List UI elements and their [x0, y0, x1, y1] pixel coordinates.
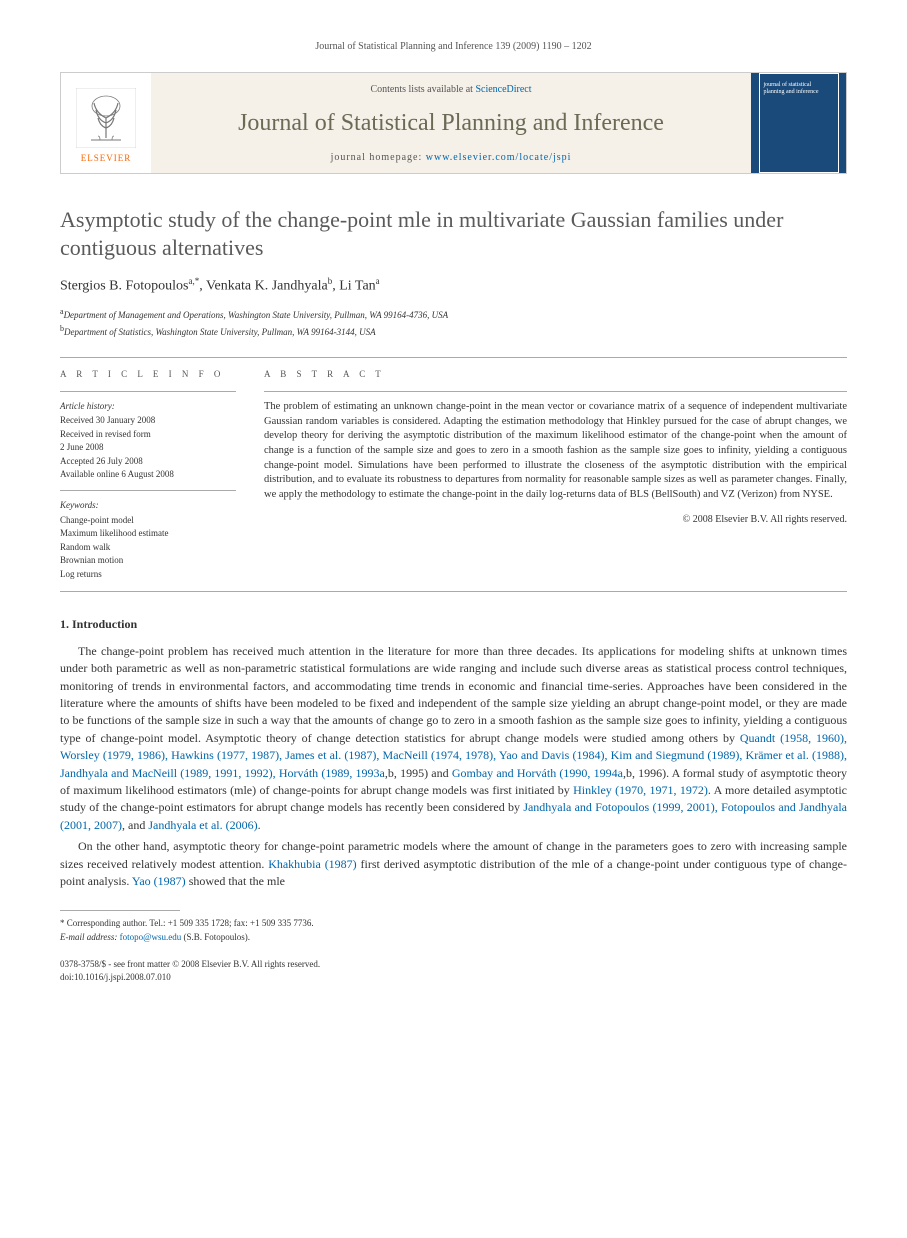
- contents-available-line: Contents lists available at ScienceDirec…: [167, 83, 735, 97]
- body-text: The change-point problem has received mu…: [60, 644, 847, 745]
- info-abstract-row: A R T I C L E I N F O Article history: R…: [60, 357, 847, 592]
- masthead-center: Contents lists available at ScienceDirec…: [151, 73, 751, 173]
- citation-link[interactable]: Hinkley (1970, 1971, 1972): [573, 783, 708, 797]
- body-paragraph: The change-point problem has received mu…: [60, 643, 847, 834]
- publisher-logo-block: ELSEVIER: [61, 73, 151, 173]
- page-footer: 0378-3758/$ - see front matter © 2008 El…: [60, 958, 847, 983]
- abstract-column: A B S T R A C T The problem of estimatin…: [250, 358, 847, 591]
- history-line: Received 30 January 2008: [60, 414, 236, 428]
- citation-link[interactable]: Gombay and Horváth (1990, 1994a: [452, 766, 623, 780]
- article-info-label: A R T I C L E I N F O: [60, 368, 236, 381]
- article-title: Asymptotic study of the change-point mle…: [60, 206, 847, 261]
- body-text: showed that the mle: [186, 874, 285, 888]
- author-email-link[interactable]: fotopo@wsu.edu: [120, 932, 182, 942]
- keywords-label: Keywords:: [60, 499, 236, 512]
- running-header: Journal of Statistical Planning and Infe…: [60, 40, 847, 54]
- divider: [60, 391, 236, 392]
- divider: [60, 490, 236, 491]
- body-text: ,b, 1995) and: [385, 766, 452, 780]
- keyword-line: Random walk: [60, 541, 236, 555]
- history-line: Accepted 26 July 2008: [60, 455, 236, 469]
- email-attribution: (S.B. Fotopoulos).: [183, 932, 250, 942]
- keyword-line: Brownian motion: [60, 554, 236, 568]
- keyword-line: Log returns: [60, 568, 236, 582]
- history-line: 2 June 2008: [60, 441, 236, 455]
- section-heading: 1. Introduction: [60, 616, 847, 633]
- doi-line: doi:10.1016/j.jspi.2008.07.010: [60, 971, 847, 984]
- body-text: .: [258, 818, 261, 832]
- publisher-name: ELSEVIER: [81, 152, 132, 165]
- article-info-column: A R T I C L E I N F O Article history: R…: [60, 358, 250, 591]
- affiliation-line: bDepartment of Statistics, Washington St…: [60, 323, 847, 340]
- history-line: Received in revised form: [60, 428, 236, 442]
- contents-prefix: Contents lists available at: [370, 84, 475, 95]
- abstract-text: The problem of estimating an unknown cha…: [264, 400, 847, 503]
- homepage-prefix: journal homepage:: [331, 152, 426, 163]
- footnote-separator: [60, 910, 180, 911]
- divider: [264, 391, 847, 392]
- citation-link[interactable]: Yao (1987): [132, 874, 186, 888]
- front-matter-line: 0378-3758/$ - see front matter © 2008 El…: [60, 958, 847, 971]
- journal-masthead: ELSEVIER Contents lists available at Sci…: [60, 72, 847, 174]
- abstract-copyright: © 2008 Elsevier B.V. All rights reserved…: [264, 513, 847, 527]
- keyword-line: Maximum likelihood estimate: [60, 527, 236, 541]
- affiliation-line: aDepartment of Management and Operations…: [60, 306, 847, 323]
- article-history-label: Article history:: [60, 400, 236, 413]
- sciencedirect-link[interactable]: ScienceDirect: [475, 84, 531, 95]
- affiliation-list: aDepartment of Management and Operations…: [60, 306, 847, 339]
- history-line: Available online 6 August 2008: [60, 468, 236, 482]
- body-paragraph: On the other hand, asymptotic theory for…: [60, 838, 847, 890]
- journal-name: Journal of Statistical Planning and Infe…: [167, 107, 735, 141]
- body-text: , and: [122, 818, 148, 832]
- journal-homepage-line: journal homepage: www.elsevier.com/locat…: [167, 151, 735, 165]
- journal-cover-block: journal of statistical planning and infe…: [751, 73, 846, 173]
- abstract-label: A B S T R A C T: [264, 368, 847, 381]
- cover-thumb-caption: journal of statistical planning and infe…: [764, 82, 834, 95]
- elsevier-tree-icon: [76, 88, 136, 148]
- email-label: E-mail address:: [60, 932, 117, 942]
- journal-cover-thumb: journal of statistical planning and infe…: [759, 73, 839, 173]
- author-list: Stergios B. Fotopoulosa,*, Venkata K. Ja…: [60, 275, 847, 296]
- corresponding-author-footnote: * Corresponding author. Tel.: +1 509 335…: [60, 917, 847, 944]
- corresponding-line: * Corresponding author. Tel.: +1 509 335…: [60, 917, 847, 931]
- keyword-line: Change-point model: [60, 514, 236, 528]
- citation-link[interactable]: Khakhubia (1987): [268, 857, 357, 871]
- journal-homepage-link[interactable]: www.elsevier.com/locate/jspi: [426, 152, 572, 163]
- citation-link[interactable]: Jandhyala et al. (2006): [148, 818, 257, 832]
